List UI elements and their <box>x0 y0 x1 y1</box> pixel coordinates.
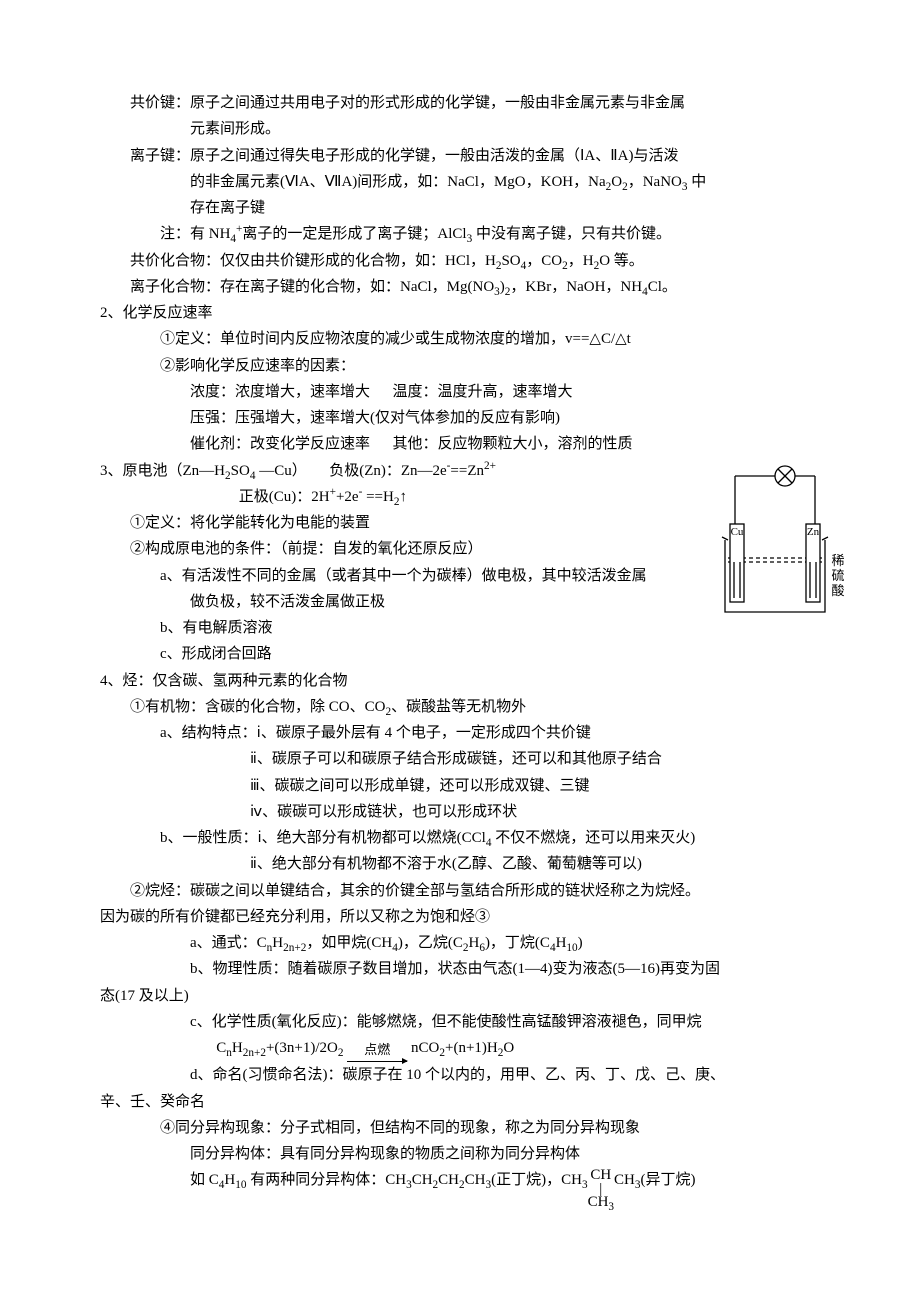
text-line: 如 C4H10 有两种同分异构体：CH3CH2CH2CH3(正丁烷)，CH3CH… <box>100 1167 850 1210</box>
text-line: ⅲ、碳碳之间可以形成单键，还可以形成双键、三键 <box>100 773 850 799</box>
svg-text:Cu: Cu <box>731 526 744 538</box>
text-line: 存在离子键 <box>100 195 850 221</box>
text-line: d、命名(习惯命名法)：碳原子在 10 个以内的，用甲、乙、丙、丁、戊、己、庚、 <box>100 1062 850 1088</box>
text-line: 的非金属元素(ⅥA、ⅦA)间形成，如：NaCl，MgO，KOH，Na2O2，Na… <box>100 169 850 195</box>
text-line: 离子键：原子之间通过得失电子形成的化学键，一般由活泼的金属（ⅠA、ⅡA)与活泼 <box>100 143 850 169</box>
text-line: b、一般性质：ⅰ、绝大部分有机物都可以燃烧(CCl4 不仅不燃烧，还可以用来灭火… <box>100 825 850 851</box>
svg-text:Zn: Zn <box>807 526 820 538</box>
text-line: 同分异构体：具有同分异构现象的物质之间称为同分异构体 <box>100 1141 850 1167</box>
text-line: 共价键：原子之间通过共用电子对的形式形成的化学键，一般由非金属元素与非金属 <box>100 90 850 116</box>
svg-text:稀: 稀 <box>831 553 844 568</box>
text-line: 因为碳的所有价键都已经充分利用，所以又称之为饱和烃③ <box>100 904 850 930</box>
text-line: ⅱ、碳原子可以和碳原子结合形成碳链，还可以和其他原子结合 <box>100 746 850 772</box>
text-line: 催化剂：改变化学反应速率 其他：反应物颗粒大小，溶剂的性质 <box>100 431 850 457</box>
text-line: ①定义：单位时间内反应物浓度的减少或生成物浓度的增加，v==△C/△t <box>100 326 850 352</box>
text-line: c、化学性质(氧化反应)：能够燃烧，但不能使酸性高锰酸钾溶液褪色，同甲烷 <box>100 1009 850 1035</box>
text-line: 2、化学反应速率 <box>100 300 850 326</box>
text-line: b、物理性质：随着碳原子数目增加，状态由气态(1—4)变为液态(5—16)再变为… <box>100 956 850 982</box>
text-line: 浓度：浓度增大，速率增大 温度：温度升高，速率增大 <box>100 379 850 405</box>
document-body: 共价键：原子之间通过共用电子对的形式形成的化学键，一般由非金属元素与非金属元素间… <box>100 90 850 1210</box>
text-line: 共价化合物：仅仅由共价键形成的化合物，如：HCl，H2SO4，CO2，H2O 等… <box>100 248 850 274</box>
text-line: 辛、壬、癸命名 <box>100 1089 850 1115</box>
text-line: 离子化合物：存在离子键的化合物，如：NaCl，Mg(NO3)2，KBr，NaOH… <box>100 274 850 300</box>
svg-text:酸: 酸 <box>831 583 844 598</box>
galvanic-cell-figure: Cu Zn 稀 硫 酸 <box>720 462 850 631</box>
text-line: ⅱ、绝大部分有机物都不溶于水(乙醇、乙酸、葡萄糖等可以) <box>100 851 850 877</box>
text-line: ②烷烃：碳碳之间以单键结合，其余的价键全部与氢结合所形成的链状烃称之为烷烃。 <box>100 878 850 904</box>
text-line: 态(17 及以上) <box>100 983 850 1009</box>
text-line: 压强：压强增大，速率增大(仅对气体参加的反应有影响) <box>100 405 850 431</box>
text-line: a、结构特点：ⅰ、碳原子最外层有 4 个电子，一定形成四个共价键 <box>100 720 850 746</box>
galvanic-cell-svg: Cu Zn 稀 硫 酸 <box>720 462 850 622</box>
text-line: ⅳ、碳碳可以形成链状，也可以形成环状 <box>100 799 850 825</box>
text-line: 元素间形成。 <box>100 116 850 142</box>
text-line: ④同分异构现象：分子式相同，但结构不同的现象，称之为同分异构现象 <box>100 1115 850 1141</box>
text-line: ①有机物：含碳的化合物，除 CO、CO2、碳酸盐等无机物外 <box>100 694 850 720</box>
text-line: c、形成闭合回路 <box>100 641 850 667</box>
text-line: a、通式：CnH2n+2，如甲烷(CH4)，乙烷(C2H6)，丁烷(C4H10) <box>100 930 850 956</box>
text-line: ②影响化学反应速率的因素： <box>100 353 850 379</box>
text-line: CnH2n+2+(3n+1)/2O2 点燃 nCO2+(n+1)H2O <box>100 1035 850 1062</box>
text-line: 注：有 NH4+离子的一定是形成了离子键；AlCl3 中没有离子键，只有共价键。 <box>100 221 850 247</box>
svg-text:硫: 硫 <box>831 568 844 583</box>
text-line: 4、烃：仅含碳、氢两种元素的化合物 <box>100 668 850 694</box>
